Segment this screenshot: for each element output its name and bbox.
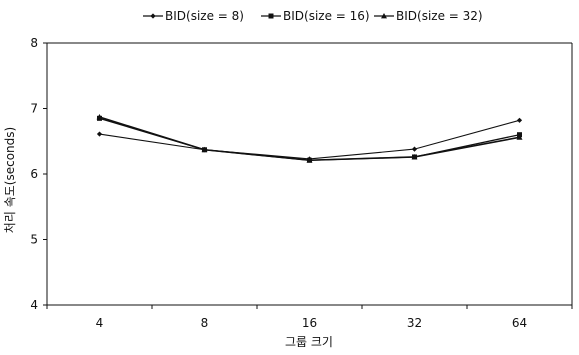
x-tick-label: 32 bbox=[407, 316, 422, 330]
series-1 bbox=[96, 117, 523, 162]
data-point bbox=[96, 114, 103, 120]
data-point bbox=[411, 146, 418, 152]
x-axis-label: 그룹 크기 bbox=[285, 335, 333, 349]
legend-item-2: BID(size = 16) bbox=[261, 9, 370, 23]
x-tick-label: 64 bbox=[512, 316, 527, 330]
legend: BID(size = 8) BID(size = 16) BID(size = 32… bbox=[143, 9, 483, 23]
legend-item-1: BID(size = 8) bbox=[143, 9, 244, 23]
legend-label: BID(size = 16) bbox=[283, 9, 370, 23]
y-tick-label: 7 bbox=[30, 102, 38, 116]
y-tick-label: 5 bbox=[30, 233, 38, 247]
series-layer bbox=[96, 114, 523, 163]
x-tick-label: 8 bbox=[201, 316, 209, 330]
legend-label: BID(size = 32) bbox=[396, 9, 483, 23]
data-point bbox=[411, 153, 418, 160]
legend-label: BID(size = 8) bbox=[165, 9, 244, 23]
y-axis-label: 처리 속도(seconds) bbox=[3, 127, 17, 233]
y-tick-label: 8 bbox=[30, 36, 38, 50]
data-point bbox=[201, 146, 208, 153]
series-line bbox=[99, 119, 520, 160]
legend-marker bbox=[268, 13, 274, 19]
series-3 bbox=[96, 114, 523, 163]
legend-marker bbox=[150, 13, 156, 19]
y-tick-label: 6 bbox=[30, 167, 38, 181]
legend-marker bbox=[381, 13, 387, 19]
data-point bbox=[516, 134, 523, 140]
data-point bbox=[516, 117, 523, 123]
x-axis-ticks: 4 8 16 32 64 bbox=[46, 305, 573, 330]
legend-item-3: BID(size = 32) bbox=[374, 9, 483, 23]
x-tick-label: 16 bbox=[302, 316, 317, 330]
series-line bbox=[99, 117, 520, 161]
data-point bbox=[306, 157, 313, 163]
y-tick-label: 4 bbox=[30, 298, 38, 312]
y-axis-ticks: 4 5 6 7 8 bbox=[30, 36, 47, 312]
series-2 bbox=[97, 115, 522, 163]
data-point bbox=[96, 131, 103, 137]
series-line bbox=[99, 116, 520, 162]
x-tick-label: 4 bbox=[96, 316, 104, 330]
